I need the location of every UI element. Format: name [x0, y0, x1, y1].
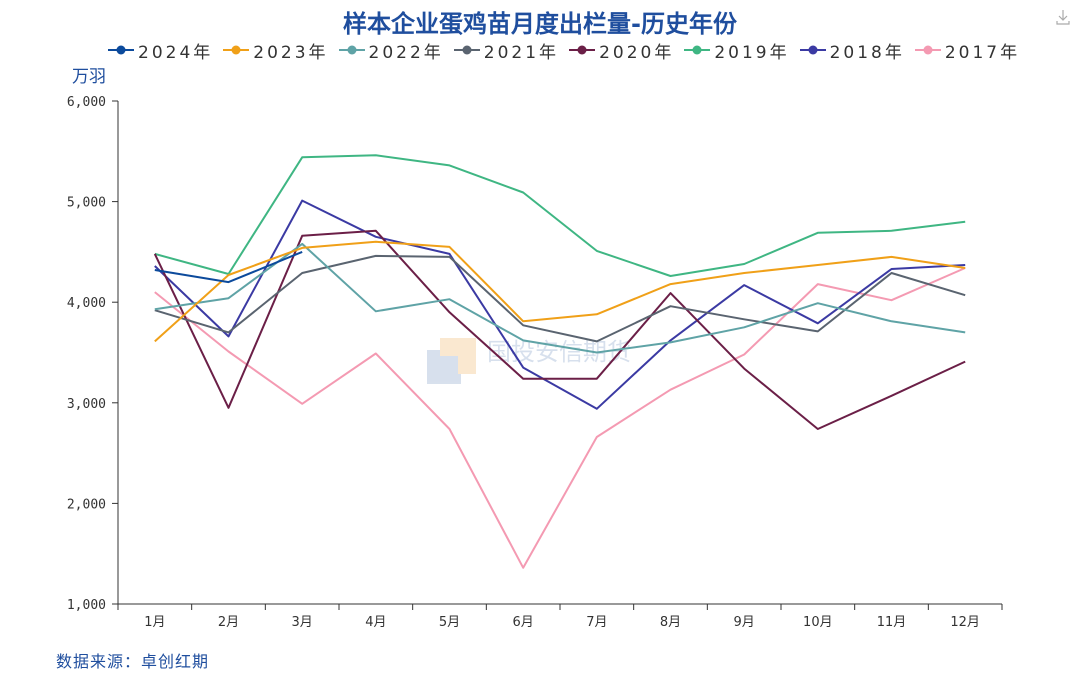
series-line-2017年 — [154, 267, 966, 569]
series-line-2019年 — [154, 154, 966, 277]
series-line-2023年 — [154, 240, 966, 343]
legend-item[interactable]: 2019年 — [684, 38, 789, 63]
x-tick-label: 4月 — [365, 615, 386, 630]
legend-label: 2024年 — [138, 42, 214, 63]
series-line-2020年 — [153, 229, 966, 430]
x-tick-label: 7月 — [586, 615, 607, 630]
legend-marker — [338, 45, 365, 55]
legend-marker — [914, 45, 941, 55]
legend-label: 2017年 — [944, 42, 1021, 63]
y-axis-label: 万羽 — [72, 67, 106, 87]
axes: 1,000 2,000 3,000 4,000 5,000 6,000 1月 2月 3月 4月 5月… — [67, 95, 1003, 630]
legend-marker — [453, 45, 480, 55]
legend-label: 2020年 — [599, 42, 675, 63]
series-line-2021年 — [154, 254, 966, 343]
legend-marker — [223, 45, 250, 55]
x-tick-label: 3月 — [292, 615, 313, 630]
watermark-text: 国投安信期货 — [487, 338, 631, 366]
legend-label: 2022年 — [368, 42, 444, 63]
data-source: 数据来源：卓创红期 — [56, 652, 210, 671]
legend-item[interactable]: 2018年 — [799, 38, 905, 63]
legend-marker — [569, 45, 596, 55]
x-tick-label: 6月 — [513, 615, 534, 630]
x-tick-label: 11月 — [877, 615, 907, 630]
chart-title: 样本企业蛋鸡苗月度出栏量-历史年份 — [343, 10, 737, 38]
y-tick-label: 5,000 — [67, 196, 106, 211]
legend-item[interactable]: 2020年 — [569, 38, 674, 63]
legend-marker — [684, 45, 711, 55]
legend-item[interactable]: 2017年 — [914, 38, 1021, 63]
series-line-2024年 — [154, 250, 303, 284]
legend-label: 2018年 — [829, 42, 905, 63]
y-tick-label: 4,000 — [67, 296, 106, 311]
x-tick-label: 8月 — [660, 615, 681, 630]
legend-label: 2021年 — [483, 42, 560, 63]
x-tick-label: 12月 — [950, 615, 980, 630]
legend: 2024年 2023年 2022年 2021年 2020年 2019年 2018年 2017年 — [108, 38, 1030, 63]
legend-item[interactable]: 2022年 — [338, 38, 444, 63]
y-tick-label: 6,000 — [67, 95, 106, 110]
series-layer — [153, 154, 966, 569]
y-tick-label: 3,000 — [67, 397, 106, 412]
series-line-2018年 — [154, 199, 966, 410]
legend-item[interactable]: 2024年 — [108, 38, 213, 63]
download-icon[interactable] — [1054, 8, 1072, 26]
y-tick-label: 2,000 — [67, 497, 106, 512]
legend-marker — [799, 45, 826, 55]
watermark: 国投安信期货 — [427, 338, 631, 384]
x-tick-label: 2月 — [218, 615, 239, 630]
x-tick-label: 10月 — [803, 615, 833, 630]
legend-item[interactable]: 2023年 — [223, 38, 328, 63]
legend-label: 2023年 — [253, 42, 329, 63]
x-tick-label: 1月 — [144, 615, 165, 630]
legend-item[interactable]: 2021年 — [453, 38, 560, 63]
x-tick-label: 9月 — [734, 615, 755, 630]
legend-label: 2019年 — [714, 42, 790, 63]
x-tick-label: 5月 — [439, 615, 460, 630]
y-tick-label: 1,000 — [67, 598, 106, 613]
legend-marker — [108, 45, 134, 55]
